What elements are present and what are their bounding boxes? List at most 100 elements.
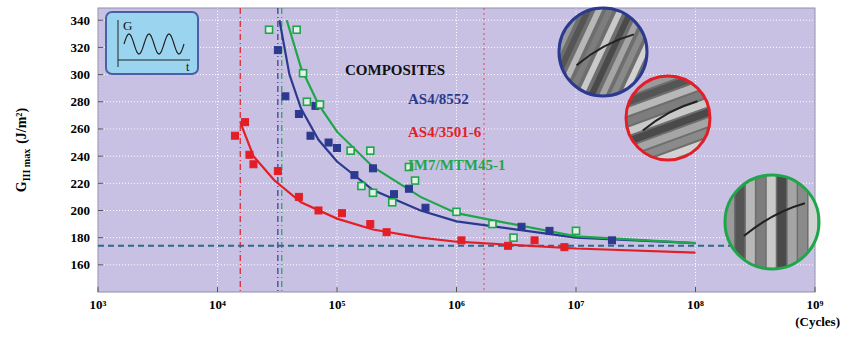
data-point (561, 244, 568, 251)
data-point (608, 237, 615, 244)
y-tick-label: 260 (71, 121, 91, 136)
x-tick (576, 287, 577, 292)
data-point (358, 183, 365, 190)
data-point (295, 193, 302, 200)
data-point (293, 26, 300, 33)
data-point (246, 151, 253, 158)
photo-crack (643, 101, 698, 130)
data-point (250, 161, 257, 168)
data-point (453, 208, 460, 215)
data-point (315, 207, 322, 214)
photo (725, 175, 819, 269)
x-grid-line (217, 8, 218, 292)
data-point (573, 227, 580, 234)
data-point (391, 191, 398, 198)
y-axis-title-unit: (J/m²) (14, 107, 30, 143)
x-tick (456, 287, 457, 292)
y-tick (98, 156, 103, 157)
photo-texture (777, 175, 786, 269)
y-axis-title-subscript: III max (21, 149, 32, 182)
x-tick-label: 10⁹ (807, 297, 824, 312)
data-point (242, 119, 249, 126)
data-point (505, 242, 512, 249)
y-grid-line (98, 264, 815, 265)
y-tick (98, 237, 103, 238)
inset: Gt (106, 12, 198, 74)
x-tick-label: 10⁴ (209, 297, 226, 312)
series-label: IM7/MTM45-1 (408, 157, 505, 173)
y-tick (98, 210, 103, 211)
data-point (518, 223, 525, 230)
y-tick-label: 300 (71, 67, 91, 82)
data-point (405, 185, 412, 192)
photo-texture (746, 175, 755, 269)
data-point (531, 237, 538, 244)
reference-line (240, 8, 241, 292)
y-tick (98, 183, 103, 184)
data-point (546, 227, 553, 234)
data-point (367, 147, 374, 154)
data-point (367, 221, 374, 228)
data-point (351, 172, 358, 179)
data-point (316, 101, 323, 108)
reference-line (483, 8, 484, 292)
y-tick (98, 101, 103, 102)
y-tick (98, 74, 103, 75)
data-point (369, 189, 376, 196)
data-point (274, 47, 281, 54)
data-point (325, 139, 332, 146)
data-point (307, 132, 314, 139)
y-grid-line (98, 20, 815, 21)
photo-texture (809, 175, 818, 269)
photo-crack (744, 203, 805, 236)
data-group (98, 8, 815, 292)
data-point (369, 165, 376, 172)
reference-line (98, 245, 815, 247)
x-tick (695, 287, 696, 292)
photo (614, 64, 721, 170)
data-point (266, 26, 273, 33)
photo-border (725, 175, 819, 269)
x-tick-label: 10⁷ (568, 297, 585, 312)
plot-frame (98, 8, 815, 292)
axes: 10³10⁴10⁵10⁶10⁷10⁸10⁹1601802002202402602… (71, 13, 824, 312)
y-tick (98, 128, 103, 129)
y-tick-label: 200 (71, 203, 91, 218)
photo-texture (788, 175, 797, 269)
series-label: AS4/8552 (408, 91, 469, 107)
inset-y-label: G (123, 18, 132, 33)
data-point (347, 147, 354, 154)
data-point (510, 234, 517, 241)
y-tick-label: 240 (71, 149, 91, 164)
inset-axis (118, 60, 190, 61)
series-label: AS4/3501-6 (408, 124, 482, 140)
y-axis-title-symbol: G (14, 181, 29, 192)
data-point (383, 229, 390, 236)
y-grid-line (98, 74, 815, 75)
y-tick-label: 280 (71, 94, 91, 109)
x-tick-label: 10⁶ (448, 297, 465, 312)
y-axis-title: GIII max (J/m²) (14, 107, 32, 192)
plot-background (98, 8, 815, 292)
x-tick-label: 10³ (90, 297, 107, 312)
x-tick-label: 10⁵ (329, 297, 346, 312)
photo-texture (767, 175, 776, 269)
data-point (295, 110, 302, 117)
y-tick-label: 340 (71, 13, 91, 28)
photo-texture (640, 134, 721, 170)
y-grid-line (98, 237, 815, 238)
data-point (300, 70, 307, 77)
y-tick (98, 47, 103, 48)
y-tick-label: 320 (71, 40, 91, 55)
inset-box (106, 12, 198, 74)
y-tick-label: 180 (71, 230, 91, 245)
data-point (338, 210, 345, 217)
data-point (458, 237, 465, 244)
data-point (412, 177, 419, 184)
y-tick (98, 20, 103, 21)
data-point (231, 132, 238, 139)
data-point (274, 168, 281, 175)
fit-curve (240, 122, 695, 252)
photo-crack (577, 34, 634, 65)
x-tick (98, 287, 99, 292)
